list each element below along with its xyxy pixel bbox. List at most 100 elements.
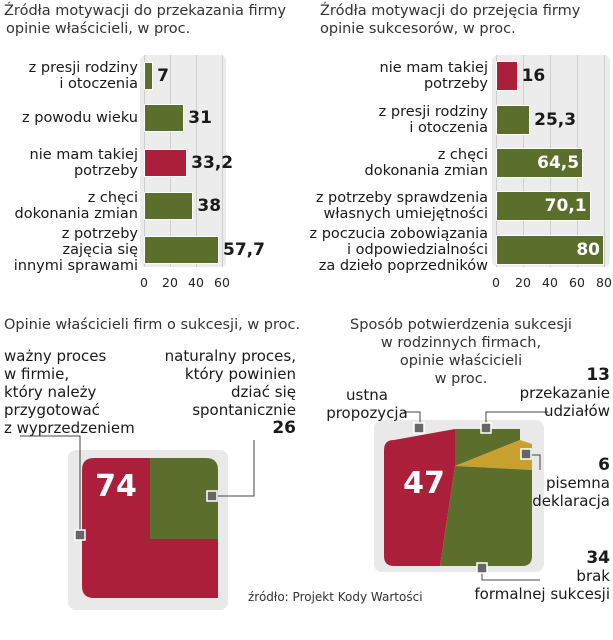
chart3-slice-natural — [150, 458, 218, 539]
chart3-label-natural-line4: spontanicznie — [192, 401, 296, 419]
chart2-tick-label: 80 — [596, 275, 612, 290]
chart2-tick-label: 20 — [515, 275, 531, 290]
chart3-label-natural-line2: który powinien — [184, 365, 296, 383]
chart2-bar — [496, 235, 604, 265]
chart1-value-label: 33,2 — [191, 153, 234, 173]
chart4-title-line2: w rodzinnych firmach, — [380, 335, 542, 351]
chart4-label-oral: ustna propozycja — [312, 386, 422, 422]
chart4-label-oral-line2: propozycja — [326, 404, 408, 422]
chart3-square-body — [82, 458, 218, 598]
chart2-bar — [496, 61, 518, 91]
chart4-marker-none — [476, 562, 488, 574]
chart2-category-label-line: z potrzeby sprawdzenia — [315, 190, 488, 206]
chart4-label-none: 34 brak formalnej sukcesji — [430, 549, 610, 603]
chart2-category-label: z potrzeby sprawdzenia własnych umiejętno… — [290, 190, 488, 222]
chart2-bar — [496, 148, 584, 178]
chart1-plot: 0 20 40 60 7 z presji rodziny i otoczenia 31 z p… — [0, 0, 300, 300]
chart2-gridline — [604, 55, 605, 267]
chart1-category-label-line: innymi sprawami — [13, 258, 138, 274]
chart1-bar — [144, 62, 154, 90]
chart1-tick-label: 0 — [140, 275, 148, 290]
chart4-label-shares-line2: udziałów — [544, 402, 610, 420]
chart2-value-label: 16 — [521, 66, 546, 86]
chart1-title-line1: Źródła motywacji do przekazania firmy — [4, 3, 287, 19]
chart4-slice-written — [455, 440, 532, 470]
chart4-label-none-line2: formalnej sukcesji — [474, 585, 610, 603]
chart2-category-label-line: z chęci — [437, 147, 488, 163]
chart2-category-label-line: i odpowiedzialności — [347, 242, 488, 258]
chart2-category-label-line: i otoczenia — [409, 120, 488, 136]
chart4-title-line4: w proc. — [434, 371, 488, 387]
chart4-marker-written — [520, 448, 532, 460]
chart3-marker-important — [74, 529, 86, 541]
chart2-title-line2: opinie sukcesorów, w proc. — [320, 21, 516, 37]
chart2-value-label: 70,1 — [544, 196, 587, 216]
chart1-value-label: 57,7 — [223, 240, 265, 260]
chart3-label-important-line2: w firmie, — [4, 365, 70, 383]
chart1-gridline — [222, 55, 223, 267]
chart4-label-shares: 13 przekazanie udziałów — [480, 366, 610, 420]
chart1-category-label-line: zajęcia się — [62, 242, 138, 258]
chart4-value-none: 34 — [586, 548, 610, 568]
chart1-tick-label: 40 — [188, 275, 204, 290]
chart4-label-written: 6 pisemna deklaracja — [520, 456, 610, 510]
chart1-category-label-line: potrzeby — [73, 163, 138, 179]
chart2-category-label-line: dokonania zmian — [364, 163, 488, 179]
chart1-value-label: 31 — [188, 108, 212, 128]
chart4-marker-oral — [413, 422, 425, 434]
chart2-category-label: z presji rodziny i otoczenia — [290, 104, 488, 136]
chart1-bar — [144, 236, 219, 264]
chart1-tick-label: 20 — [162, 275, 178, 290]
chart1-category-label: z chęci dokonania zmian — [2, 190, 138, 222]
chart2-value-label: 64,5 — [537, 153, 580, 173]
chart4-value-written: 6 — [598, 455, 610, 475]
chart1-category-label-line: z chęci — [87, 190, 138, 206]
chart1-value-label: 38 — [197, 196, 222, 216]
chart2-category-label: z poczucia zobowiązania i odpowiedzialnoś… — [290, 226, 489, 274]
chart3-marker-natural — [206, 490, 218, 502]
chart2-tick-label: 0 — [492, 275, 500, 290]
chart4-title-line3: opinie właścicieli — [399, 353, 523, 369]
chart3-leader-natural — [214, 440, 255, 497]
chart2-category-label-line: z presji rodziny — [378, 104, 488, 120]
chart1-tick-label: 60 — [214, 275, 230, 290]
chart4-label-oral-line1: ustna — [346, 386, 388, 404]
chart1-category-label-line: z potrzeby — [61, 226, 138, 242]
chart2-category-label: nie mam takiej potrzeby — [290, 60, 488, 92]
chart1-bar — [144, 104, 185, 132]
chart1-bar — [144, 149, 188, 177]
chart3-label-natural: naturalny proces, który powinien dziać s… — [150, 347, 296, 437]
chart1-category-label-line: nie mam takiej — [29, 147, 138, 163]
chart4-slice-none — [440, 466, 532, 566]
chart2-value-label: 25,3 — [534, 110, 577, 130]
chart3-label-important-line4: przygotować — [4, 401, 100, 419]
chart1-category-label-line: dokonania zmian — [14, 206, 138, 222]
chart2-category-label: z chęci dokonania zmian — [290, 147, 488, 179]
chart4-label-none-line1: brak — [576, 567, 610, 585]
chart3-leader-important — [20, 435, 81, 536]
chart2-category-label-line: własnych umiejętności — [323, 206, 488, 222]
chart2-category-label-line: za dzieło poprzedników — [318, 258, 488, 274]
chart4-slice-shares — [455, 429, 520, 466]
chart4-label-shares-line1: przekazanie — [519, 384, 610, 402]
chart2-bar — [496, 105, 531, 135]
chart3-value-important: 74 — [95, 469, 137, 504]
chart1-bar — [144, 192, 194, 220]
chart2-title-line1: Źródła motywacji do przejęcia firmy — [320, 3, 581, 19]
chart3-label-important-line1: ważny proces — [4, 347, 107, 365]
chart2-category-label-line: z poczucia zobowiązania — [309, 226, 489, 242]
chart2-bar — [496, 191, 591, 221]
chart2-tick-label: 40 — [542, 275, 558, 290]
chart1-title-line2: opinie właścicieli, w proc. — [6, 21, 191, 37]
chart2-title: Źródła motywacji do przejęcia firmy opin… — [320, 2, 610, 38]
chart4-marker-shares — [480, 422, 492, 434]
chart4-label-written-line2: deklaracja — [532, 492, 610, 510]
chart1-title: Źródła motywacji do przekazania firmy op… — [4, 2, 304, 38]
chart4-title-line1: Sposób potwierdzenia sukcesji — [350, 317, 572, 333]
chart3-title: Opinie właścicieli firm o sukcesji, w pr… — [4, 317, 301, 333]
chart4-label-written-line1: pisemna — [545, 474, 610, 492]
chart1-category-label: z potrzeby zajęcia się innymi sprawami — [2, 226, 138, 274]
chart4-value-shares: 13 — [586, 365, 610, 385]
